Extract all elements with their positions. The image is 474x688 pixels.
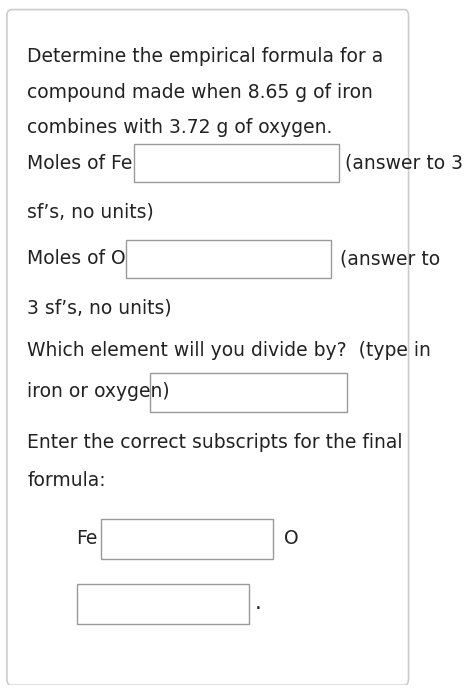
- Text: .: .: [255, 593, 262, 613]
- Text: Fe: Fe: [77, 529, 98, 548]
- FancyBboxPatch shape: [150, 373, 347, 412]
- Text: Determine the empirical formula for a: Determine the empirical formula for a: [27, 47, 383, 66]
- Text: sf’s, no units): sf’s, no units): [27, 203, 154, 222]
- Text: O: O: [283, 529, 298, 548]
- Text: Moles of Fe: Moles of Fe: [27, 153, 133, 173]
- FancyBboxPatch shape: [7, 10, 409, 685]
- FancyBboxPatch shape: [101, 519, 273, 559]
- Text: iron or oxygen): iron or oxygen): [27, 383, 170, 401]
- Text: (answer to: (answer to: [340, 249, 440, 268]
- Text: 3 sf’s, no units): 3 sf’s, no units): [27, 299, 172, 317]
- Text: Enter the correct subscripts for the final: Enter the correct subscripts for the fin…: [27, 433, 403, 453]
- Text: combines with 3.72 g of oxygen.: combines with 3.72 g of oxygen.: [27, 118, 333, 137]
- FancyBboxPatch shape: [134, 144, 339, 182]
- Text: compound made when 8.65 g of iron: compound made when 8.65 g of iron: [27, 83, 373, 102]
- Text: Which element will you divide by?  (type in: Which element will you divide by? (type …: [27, 341, 431, 361]
- Text: (answer to 3: (answer to 3: [345, 153, 463, 173]
- Text: formula:: formula:: [27, 471, 106, 490]
- FancyBboxPatch shape: [126, 239, 331, 278]
- Text: Moles of O: Moles of O: [27, 249, 126, 268]
- FancyBboxPatch shape: [77, 584, 249, 624]
